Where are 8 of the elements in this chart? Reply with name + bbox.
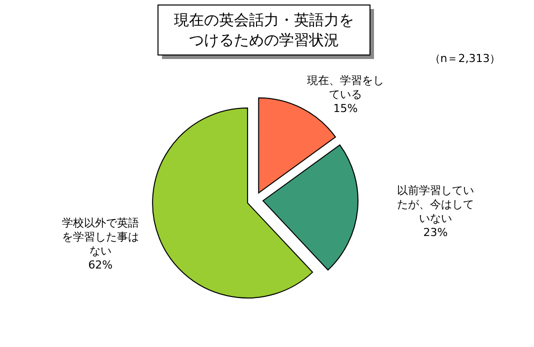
text: （n＝2,313） xyxy=(429,52,501,65)
data-label: 23% xyxy=(423,226,448,240)
slice-label: 現在、学習をしている xyxy=(306,74,384,102)
chart-title: 現在の英会話力・英語力をつけるための学習状況 xyxy=(174,11,354,49)
data-label: 15% xyxy=(333,102,358,116)
slice-label: 以前学習していたが、今はしていない xyxy=(397,184,474,226)
data-label: 62% xyxy=(88,258,113,272)
slice-label: 学校以外で英語を学習した事はない xyxy=(62,216,139,258)
